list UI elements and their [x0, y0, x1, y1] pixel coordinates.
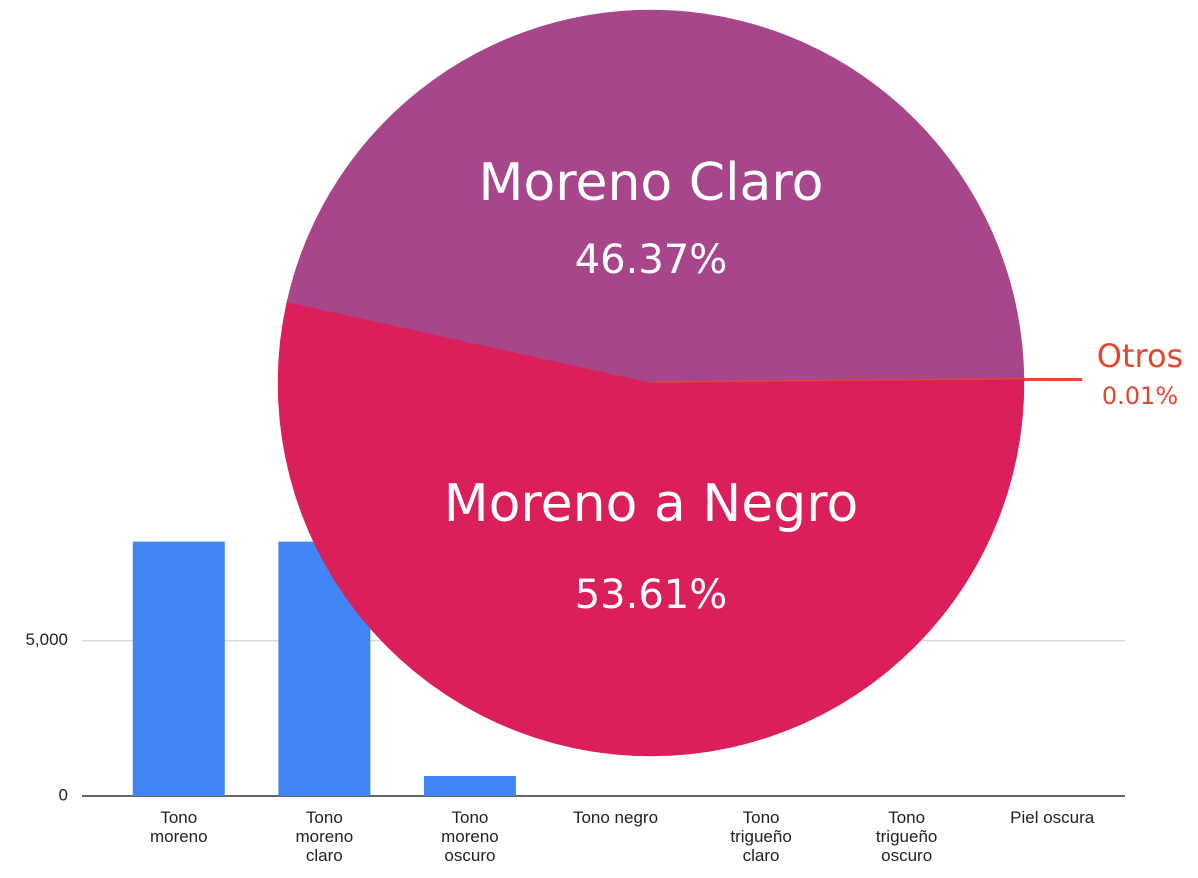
x-tick-label: Tono moreno claro — [295, 808, 354, 865]
x-tick-label: Tono trigueño oscuro — [875, 808, 938, 865]
x-tick-label: Tono moreno oscuro — [441, 808, 499, 865]
slice-value-label: 53.61% — [575, 572, 728, 618]
bar — [423, 775, 516, 796]
pie-slice — [286, 9, 1025, 384]
x-tick-label: Tono trigueño claro — [730, 808, 792, 865]
x-tick-label: Tono negro — [572, 808, 659, 827]
x-tick-label: Piel oscura — [1010, 808, 1095, 827]
slice-label: Moreno a Negro — [444, 474, 859, 534]
x-tick-label: Tono moreno — [149, 808, 208, 846]
slice-value-label: 0.01% — [1102, 382, 1178, 410]
pie-slice — [277, 301, 1025, 757]
y-tick-label: 5,000 — [25, 630, 68, 649]
bar — [132, 541, 225, 796]
slice-label: Otros — [1097, 337, 1183, 375]
slice-label: Moreno Claro — [479, 153, 824, 213]
slice-value-label: 46.37% — [575, 237, 728, 283]
y-tick-label: 0 — [59, 785, 68, 804]
